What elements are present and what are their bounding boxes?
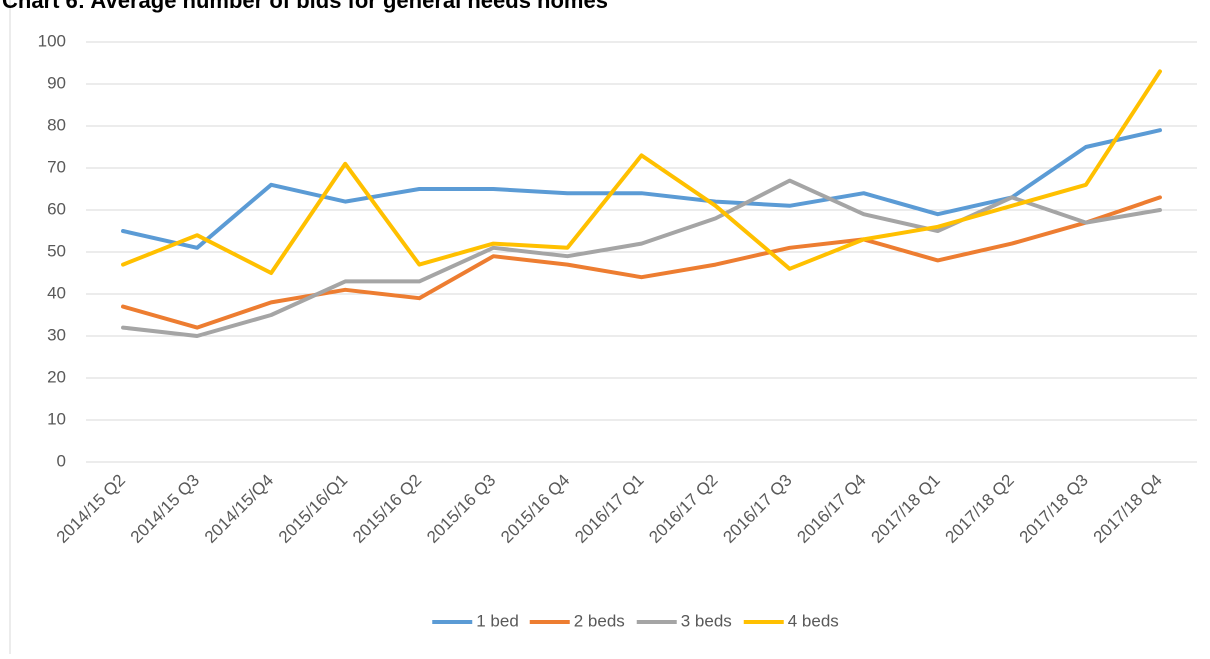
y-tick-label: 20 xyxy=(47,367,66,386)
y-tick-label: 70 xyxy=(47,157,66,176)
x-tick-label: 2015/16 Q4 xyxy=(497,471,573,547)
x-tick-label: 2017/18 Q2 xyxy=(942,471,1018,547)
y-tick-label: 0 xyxy=(57,451,66,470)
y-tick-label: 60 xyxy=(47,199,66,218)
legend-label: 4 beds xyxy=(788,611,839,630)
y-tick-label: 40 xyxy=(47,283,66,302)
x-tick-label: 2014/15 Q3 xyxy=(127,471,203,547)
y-tick-label: 10 xyxy=(47,409,66,428)
x-tick-label: 2017/18 Q4 xyxy=(1090,471,1166,547)
x-tick-label: 2017/18 Q1 xyxy=(867,471,943,547)
x-tick-label: 2014/15 Q2 xyxy=(53,471,129,547)
x-tick-label: 2015/16/Q1 xyxy=(275,471,351,547)
series-line xyxy=(121,195,1162,330)
x-tick-label: 2015/16 Q2 xyxy=(349,471,425,547)
x-tick-label: 2016/17 Q3 xyxy=(719,471,795,547)
y-tick-label: 50 xyxy=(47,241,66,260)
series-line xyxy=(121,178,1162,338)
y-tick-label: 90 xyxy=(47,73,66,92)
chart-frame xyxy=(9,0,11,659)
x-tick-label: 2016/17 Q2 xyxy=(645,471,721,547)
x-tick-label: 2016/17 Q4 xyxy=(793,471,869,547)
x-tick-label: 2016/17 Q1 xyxy=(571,471,647,547)
chart-title: Chart 6: Average number of bids for gene… xyxy=(2,0,608,13)
x-tick-label: 2017/18 Q3 xyxy=(1016,471,1092,547)
x-tick-label: 2015/16 Q3 xyxy=(423,471,499,547)
x-tick-label: 2014/15/Q4 xyxy=(201,471,277,547)
y-tick-label: 100 xyxy=(38,31,66,50)
series-line xyxy=(121,69,1162,275)
y-tick-label: 30 xyxy=(47,325,66,344)
legend-label: 3 beds xyxy=(681,611,732,630)
y-tick-label: 80 xyxy=(47,115,66,134)
legend-label: 1 bed xyxy=(476,611,519,630)
legend-label: 2 beds xyxy=(574,611,625,630)
series-line xyxy=(121,128,1162,250)
